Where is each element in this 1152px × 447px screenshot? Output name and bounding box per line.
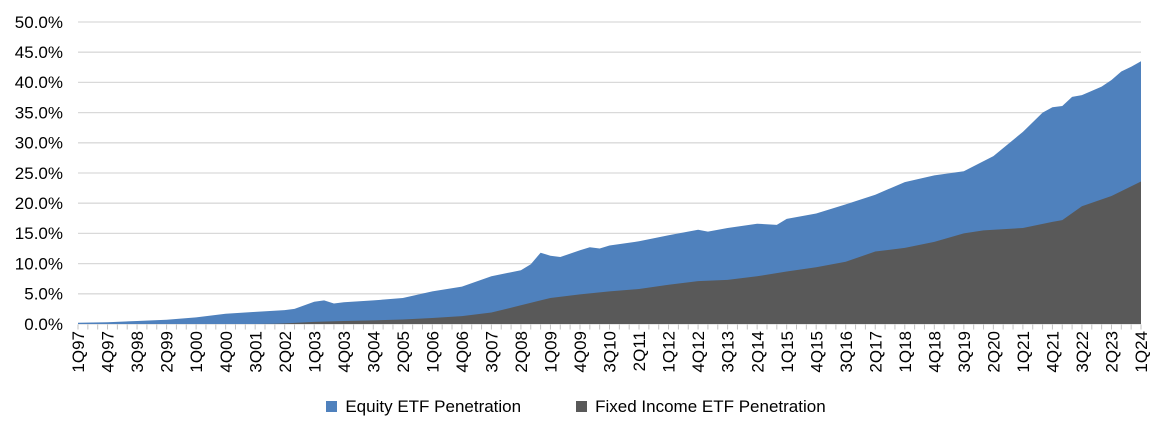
x-axis-tick-label: 4Q97 — [99, 331, 118, 373]
x-axis-tick-label: 4Q15 — [807, 331, 826, 373]
x-axis-tick-label: 1Q12 — [660, 331, 679, 373]
x-axis-tick-label: 2Q05 — [394, 331, 413, 373]
y-axis-tick-label: 0.0% — [24, 315, 63, 334]
x-axis-tick-label: 3Q07 — [483, 331, 502, 373]
x-axis-tick-label: 3Q13 — [719, 331, 738, 373]
legend-label: Fixed Income ETF Penetration — [595, 397, 826, 416]
x-axis-tick-label: 4Q12 — [689, 331, 708, 373]
legend-item-fixed-income: Fixed Income ETF Penetration — [576, 398, 826, 415]
x-axis-tick-label: 4Q09 — [571, 331, 590, 373]
x-axis-tick-label: 3Q16 — [837, 331, 856, 373]
chart-legend: Equity ETF Penetration Fixed Income ETF P… — [0, 398, 1152, 415]
x-axis-tick-label: 3Q19 — [955, 331, 974, 373]
x-axis-tick-label: 3Q22 — [1073, 331, 1092, 373]
fixed-income-legend-marker-icon — [576, 401, 588, 412]
y-axis-tick-label: 35.0% — [15, 103, 63, 122]
x-axis-tick-label: 4Q00 — [217, 331, 236, 373]
legend-item-equity: Equity ETF Penetration — [326, 398, 521, 415]
x-axis-tick-label: 4Q21 — [1044, 331, 1063, 373]
x-axis-tick-label: 2Q02 — [276, 331, 295, 373]
y-axis-tick-label: 5.0% — [24, 285, 63, 304]
x-axis-tick-label: 2Q14 — [748, 331, 767, 373]
x-axis-tick-label: 1Q06 — [423, 331, 442, 373]
y-axis-labels: 50.0% 45.0% 40.0% 35.0% 30.0% 25.0% 20.0% 15.0%… — [15, 13, 63, 334]
x-axis-tick-label: 2Q08 — [512, 331, 531, 373]
x-axis-tick-label: 1Q09 — [542, 331, 561, 373]
y-axis-tick-label: 20.0% — [15, 194, 63, 213]
x-axis-tick-label: 1Q97 — [69, 331, 88, 373]
x-axis-tick-label: 4Q18 — [925, 331, 944, 373]
x-axis-tick-label: 2Q11 — [630, 331, 649, 371]
x-axis-tick-label: 2Q20 — [984, 331, 1003, 373]
x-axis-tick-label: 3Q98 — [128, 331, 147, 373]
area-series-fixed-income — [78, 181, 1141, 324]
x-axis-tick-label: 1Q15 — [778, 331, 797, 373]
x-axis-tick-label: 4Q03 — [335, 331, 354, 373]
x-axis-tick-label: 4Q06 — [453, 331, 472, 373]
y-axis-tick-label: 50.0% — [15, 13, 63, 32]
x-axis-tick-label: 3Q04 — [364, 331, 383, 373]
y-axis-tick-label: 10.0% — [15, 254, 63, 273]
x-axis-tick-label: 1Q03 — [305, 331, 324, 373]
x-axis-tick-label: 3Q10 — [601, 331, 620, 373]
y-axis-tick-label: 25.0% — [15, 164, 63, 183]
etf-penetration-area-chart: 50.0% 45.0% 40.0% 35.0% 30.0% 25.0% 20.0% 15.0%… — [15, 13, 1151, 373]
x-axis-tick-label: 1Q24 — [1132, 331, 1151, 373]
x-axis-tick-label: 2Q99 — [158, 331, 177, 373]
x-axis-tick-label: 1Q00 — [187, 331, 206, 373]
legend-label: Equity ETF Penetration — [345, 397, 522, 416]
y-axis-tick-label: 15.0% — [15, 224, 63, 243]
y-axis-tick-label: 30.0% — [15, 134, 63, 153]
y-axis-tick-label: 40.0% — [15, 73, 63, 92]
x-axis-labels: 1Q97 4Q97 3Q98 2Q99 1Q00 4Q00 3Q01 2Q02 1Q03 4Q03… — [69, 331, 1151, 373]
y-axis-tick-label: 45.0% — [15, 43, 63, 62]
x-axis-tick-label: 1Q21 — [1014, 331, 1033, 373]
x-axis-tick-label: 1Q18 — [896, 331, 915, 373]
x-axis-tick-label: 3Q01 — [246, 331, 265, 373]
x-axis-ticks — [77, 324, 1142, 330]
x-axis-tick-label: 2Q17 — [866, 331, 885, 373]
x-axis-tick-label: 2Q23 — [1103, 331, 1122, 373]
equity-legend-marker-icon — [326, 401, 338, 412]
